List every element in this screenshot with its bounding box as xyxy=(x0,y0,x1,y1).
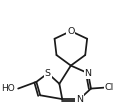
Text: HO: HO xyxy=(1,84,15,93)
Text: N: N xyxy=(85,69,92,78)
Text: Cl: Cl xyxy=(105,83,114,92)
Text: O: O xyxy=(67,27,75,36)
Text: N: N xyxy=(76,95,83,104)
Text: S: S xyxy=(45,69,51,78)
